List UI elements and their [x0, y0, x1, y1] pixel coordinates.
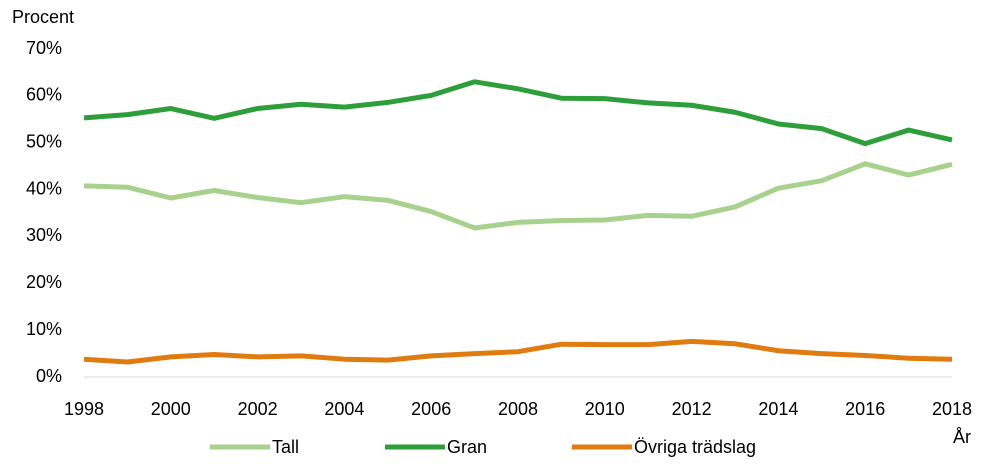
- x-tick-label: 2010: [585, 399, 625, 419]
- x-tick-label: 2014: [758, 399, 798, 419]
- x-tick-label: 2002: [238, 399, 278, 419]
- y-tick-label: 30%: [26, 225, 62, 245]
- legend-label: Övriga trädslag: [634, 437, 756, 457]
- line-series: [83, 79, 953, 147]
- x-axis-label: År: [953, 427, 971, 447]
- x-tick-label: 2000: [151, 399, 191, 419]
- legend-label: Tall: [272, 437, 299, 457]
- x-tick-label: 1998: [64, 399, 104, 419]
- y-tick-label: 60%: [26, 85, 62, 105]
- x-tick-label: 2018: [932, 399, 972, 419]
- y-tick-label: 50%: [26, 131, 62, 151]
- y-tick-label: 70%: [26, 38, 62, 58]
- y-tick-label: 0%: [36, 366, 62, 386]
- legend-label: Gran: [447, 437, 487, 457]
- y-tick-label: 40%: [26, 178, 62, 198]
- line-series: [83, 338, 953, 365]
- y-tick-label: 20%: [26, 272, 62, 292]
- y-axis-label: Procent: [12, 7, 74, 27]
- x-tick-label: 2016: [845, 399, 885, 419]
- line-series: [83, 161, 953, 231]
- x-tick-label: 2004: [324, 399, 364, 419]
- x-tick-label: 2012: [672, 399, 712, 419]
- y-tick-label: 10%: [26, 319, 62, 339]
- x-tick-label: 2008: [498, 399, 538, 419]
- x-tick-label: 2006: [411, 399, 451, 419]
